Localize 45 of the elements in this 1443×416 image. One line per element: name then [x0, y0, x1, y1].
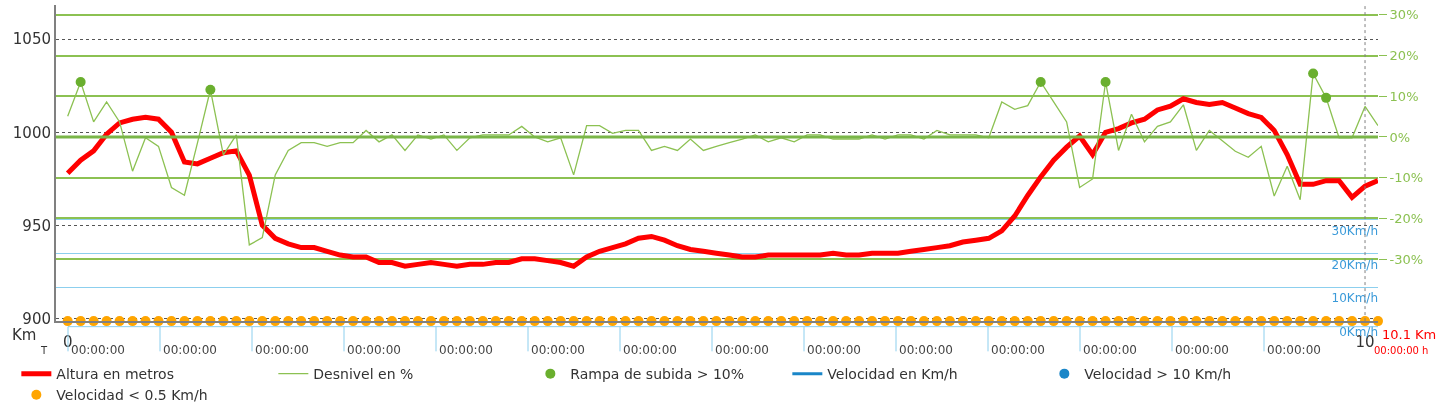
text: 00:00:00 — [1175, 343, 1229, 357]
x-axis-title: Km — [12, 326, 37, 344]
y2-tick-label: -30% — [1389, 251, 1424, 267]
y3-tick-label: 20Km/h — [1331, 257, 1378, 272]
y3-tick-label: 30Km/h — [1331, 223, 1378, 238]
y2-tick-label: 0% — [1389, 129, 1411, 145]
text: 00:00:00 — [1267, 343, 1321, 357]
text: 00:00:00 — [255, 343, 309, 357]
y-tick-label: 1000 — [12, 123, 51, 142]
text: 00:00:00 — [347, 343, 401, 357]
text: 00:00:00 — [531, 343, 585, 357]
annotation: 00:00:00 h — [1374, 345, 1429, 356]
legend-label: Altura en metros — [56, 366, 174, 383]
text: 00:00:00 — [71, 343, 125, 357]
y-tick-label: 1050 — [12, 30, 51, 49]
text: 00:00:00 — [623, 343, 677, 357]
text: 00:00:00 — [991, 343, 1045, 357]
y2-tick-label: 10% — [1389, 88, 1419, 104]
point — [1100, 76, 1111, 87]
legend-label: Velocidad < 0.5 Km/h — [56, 387, 208, 404]
y2-tick-label: 30% — [1389, 7, 1419, 23]
y2-tick-label: -10% — [1389, 170, 1424, 186]
point — [1321, 92, 1332, 103]
annotation: 10.1 Km — [1382, 327, 1437, 342]
text: 00:00:00 — [163, 343, 217, 357]
text: 00:00:00 — [439, 343, 493, 357]
y2-tick-label: 20% — [1389, 48, 1419, 64]
y2-tick-label: -20% — [1389, 210, 1424, 226]
text: 00:00:00 — [1083, 343, 1137, 357]
point — [1308, 68, 1319, 79]
y3-tick-label: 10Km/h — [1331, 291, 1378, 306]
legend-label: Desnivel en % — [313, 366, 414, 383]
x-tick-label: 0 — [62, 333, 73, 352]
text: 00:00:00 — [715, 343, 769, 357]
point — [75, 76, 86, 87]
legend-label: Velocidad > 10 Km/h — [1084, 366, 1232, 383]
text: 00:00:00 — [807, 343, 861, 357]
legend-label: Velocidad en Km/h — [827, 366, 958, 383]
y-tick-label: 950 — [22, 216, 51, 235]
point — [205, 84, 216, 95]
y-tick-label: 900 — [22, 309, 51, 328]
text: T — [40, 345, 48, 356]
legend-label: Rampa de subida > 10% — [570, 366, 745, 383]
point — [1035, 76, 1046, 87]
text: 00:00:00 — [899, 343, 953, 357]
